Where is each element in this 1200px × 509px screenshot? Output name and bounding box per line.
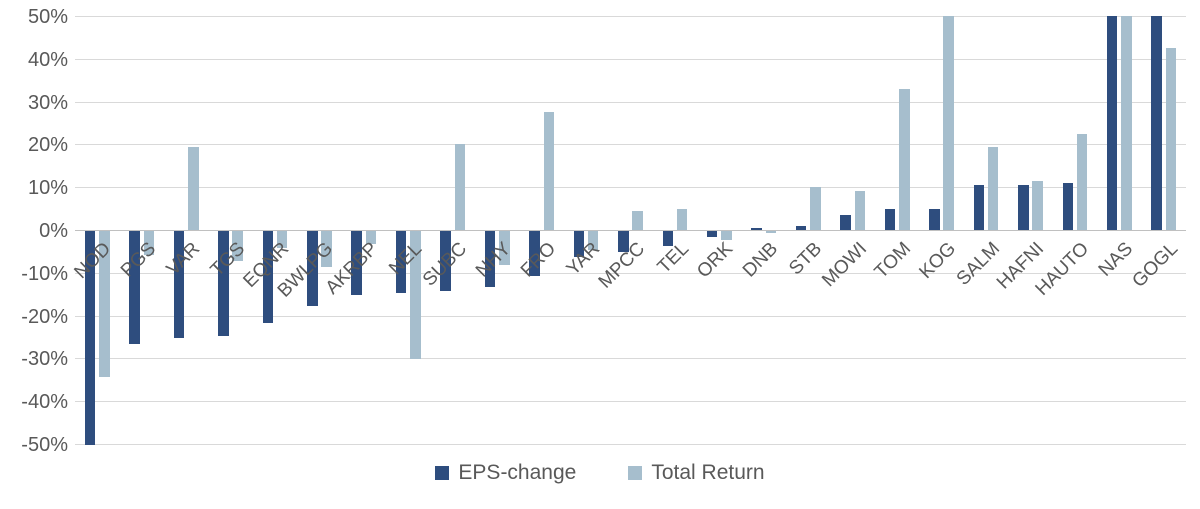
gridline — [75, 444, 1186, 445]
bar-eps-change-ork — [706, 231, 718, 238]
y-tick-label: -20% — [21, 305, 68, 328]
bar-eps-change-subc — [440, 231, 451, 291]
x-tick-label-tom: TOM — [870, 238, 916, 283]
legend-label: EPS-change — [458, 461, 577, 484]
zero-axis-line — [75, 230, 1186, 231]
bar-eps-change-hauto — [1062, 182, 1073, 230]
bar-total-return-hauto — [1076, 133, 1088, 230]
bar-total-return-bwlpg — [321, 231, 332, 268]
gridline — [75, 187, 1186, 188]
bar-total-return-akrbp — [365, 231, 377, 244]
bar-total-return-tom — [899, 88, 910, 230]
gridline — [75, 273, 1186, 274]
x-tick-label-kog: KOG — [915, 238, 960, 284]
y-tick-label: -30% — [21, 348, 68, 371]
bar-eps-change-mowi — [840, 215, 851, 230]
bar-eps-change-nod — [84, 231, 96, 445]
bar-eps-change-bwlpg — [307, 231, 318, 306]
bar-eps-change-hafni — [1018, 185, 1029, 230]
bar-total-return-yar — [587, 231, 599, 251]
bar-total-return-dnb — [765, 231, 777, 234]
bar-eps-change-akrbp — [351, 231, 362, 296]
legend-item-eps-change: EPS-change — [435, 462, 576, 483]
bar-eps-change-var — [173, 231, 185, 338]
x-tick-label-ork: ORK — [693, 238, 738, 283]
y-tick-label: 50% — [27, 6, 68, 28]
gridline — [75, 316, 1186, 317]
bar-eps-change-fro — [529, 231, 540, 276]
bar-total-return-mowi — [854, 191, 866, 230]
y-tick-label: 10% — [27, 177, 68, 200]
bar-eps-change-stb — [795, 225, 807, 230]
bar-eps-change-pgs — [129, 231, 140, 345]
legend-label: Total Return — [651, 461, 765, 484]
bar-total-return-fro — [543, 112, 555, 230]
y-tick-label: 20% — [27, 134, 68, 157]
bar-eps-change-mpcc — [618, 231, 629, 253]
gridline — [75, 144, 1186, 145]
bar-eps-change-tel — [662, 231, 674, 246]
y-tick-label: -10% — [21, 262, 68, 285]
legend-swatch-icon — [628, 465, 643, 480]
y-tick-label: 40% — [27, 48, 68, 71]
bar-total-return-nel — [410, 231, 421, 360]
y-tick-label: -40% — [21, 391, 68, 414]
bar-total-return-nhy — [499, 231, 510, 266]
bar-eps-change-nas — [1106, 16, 1118, 230]
bar-total-return-salm — [987, 146, 999, 230]
bar-total-return-nod — [99, 231, 110, 377]
gridline — [75, 401, 1186, 402]
bar-eps-change-nel — [395, 231, 407, 294]
bar-total-return-gogl — [1165, 48, 1177, 230]
gridline — [75, 16, 1186, 17]
bar-eps-change-nhy — [484, 231, 496, 287]
bar-eps-change-tgs — [218, 231, 229, 336]
bar-total-return-mpcc — [632, 210, 643, 230]
gridline — [75, 358, 1186, 359]
y-tick-label: 30% — [27, 91, 68, 114]
bar-total-return-ork — [721, 231, 732, 240]
bar-total-return-hafni — [1032, 180, 1043, 230]
chart-legend: EPS-change Total Return — [0, 462, 1200, 483]
legend-item-total-return: Total Return — [628, 461, 765, 484]
bar-eps-change-kog — [929, 208, 940, 230]
bar-total-return-tgs — [232, 231, 243, 261]
bar-eps-change-dnb — [751, 227, 762, 230]
bar-total-return-var — [188, 146, 199, 230]
bar-eps-change-eqnr — [262, 231, 274, 324]
gridline — [75, 102, 1186, 103]
bar-total-return-stb — [810, 187, 821, 230]
y-tick-label: 0% — [39, 220, 68, 242]
bar-eps-change-yar — [573, 231, 585, 257]
bar-total-return-tel — [676, 208, 688, 230]
bar-total-return-nas — [1121, 16, 1132, 230]
bar-eps-change-gogl — [1151, 16, 1162, 230]
bar-total-return-eqnr — [276, 231, 288, 249]
y-tick-label: -50% — [21, 434, 68, 456]
bar-eps-change-tom — [884, 208, 896, 230]
bar-total-return-subc — [454, 144, 466, 230]
bar-total-return-kog — [943, 16, 954, 230]
legend-swatch-icon — [435, 465, 450, 480]
x-tick-label-fro: FRO — [516, 238, 560, 282]
x-tick-label-dnb: DNB — [738, 238, 782, 282]
x-tick-label-tel: TEL — [653, 238, 694, 278]
x-tick-label-mowi: MOWI — [817, 238, 871, 292]
x-tick-label-gogl: GOGL — [1128, 238, 1182, 292]
bar-total-return-pgs — [143, 231, 155, 255]
gridline — [75, 59, 1186, 60]
bar-eps-change-salm — [973, 185, 985, 230]
x-tick-label-pgs: PGS — [116, 238, 160, 282]
